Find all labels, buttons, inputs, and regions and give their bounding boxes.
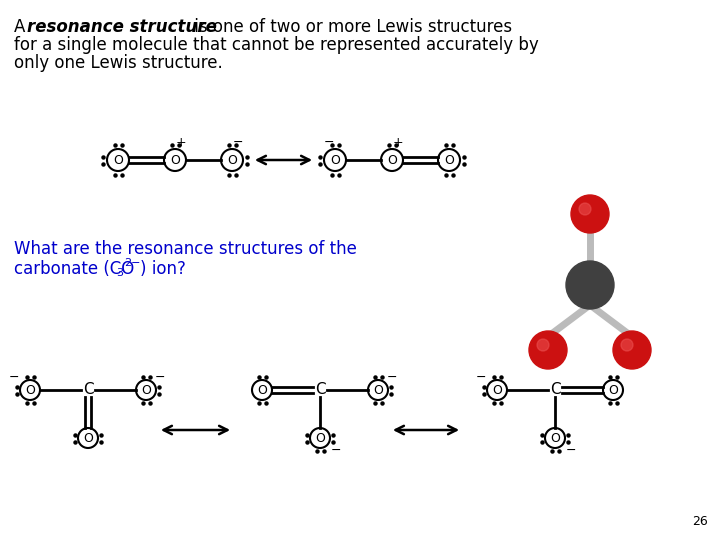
- Text: O: O: [170, 153, 180, 166]
- Text: −: −: [566, 443, 576, 456]
- Text: for a single molecule that cannot be represented accurately by: for a single molecule that cannot be rep…: [14, 36, 539, 54]
- Text: carbonate (CO: carbonate (CO: [14, 260, 134, 278]
- Text: resonance structure: resonance structure: [27, 18, 217, 36]
- Circle shape: [579, 203, 591, 215]
- Circle shape: [537, 339, 549, 351]
- Text: C: C: [549, 382, 560, 397]
- Text: A: A: [14, 18, 31, 36]
- Circle shape: [621, 339, 633, 351]
- Text: O: O: [330, 153, 340, 166]
- Text: −: −: [476, 370, 486, 383]
- Text: O: O: [257, 383, 267, 396]
- Text: −: −: [233, 136, 243, 148]
- Text: 2−: 2−: [124, 258, 140, 268]
- Text: +: +: [176, 136, 186, 148]
- Text: 26: 26: [692, 515, 708, 528]
- Text: is one of two or more Lewis structures: is one of two or more Lewis structures: [189, 18, 512, 36]
- Circle shape: [571, 195, 609, 233]
- Text: −: −: [9, 370, 19, 383]
- Text: O: O: [227, 153, 237, 166]
- Text: O: O: [608, 383, 618, 396]
- Circle shape: [529, 331, 567, 369]
- Text: O: O: [550, 431, 560, 444]
- Text: O: O: [25, 383, 35, 396]
- Text: O: O: [113, 153, 123, 166]
- Text: only one Lewis structure.: only one Lewis structure.: [14, 54, 222, 72]
- Text: O: O: [387, 153, 397, 166]
- Text: O: O: [492, 383, 502, 396]
- Text: What are the resonance structures of the: What are the resonance structures of the: [14, 240, 357, 258]
- Text: ) ion?: ) ion?: [140, 260, 186, 278]
- Text: C: C: [83, 382, 94, 397]
- Text: C: C: [315, 382, 325, 397]
- Text: O: O: [444, 153, 454, 166]
- Text: O: O: [315, 431, 325, 444]
- Text: +: +: [392, 136, 403, 148]
- Text: −: −: [324, 136, 334, 148]
- Text: −: −: [387, 370, 397, 383]
- Circle shape: [566, 261, 614, 309]
- Text: O: O: [83, 431, 93, 444]
- Text: −: −: [330, 443, 341, 456]
- Text: −: −: [155, 370, 166, 383]
- Text: 3: 3: [116, 268, 123, 278]
- Text: O: O: [373, 383, 383, 396]
- Circle shape: [613, 331, 651, 369]
- Text: O: O: [141, 383, 151, 396]
